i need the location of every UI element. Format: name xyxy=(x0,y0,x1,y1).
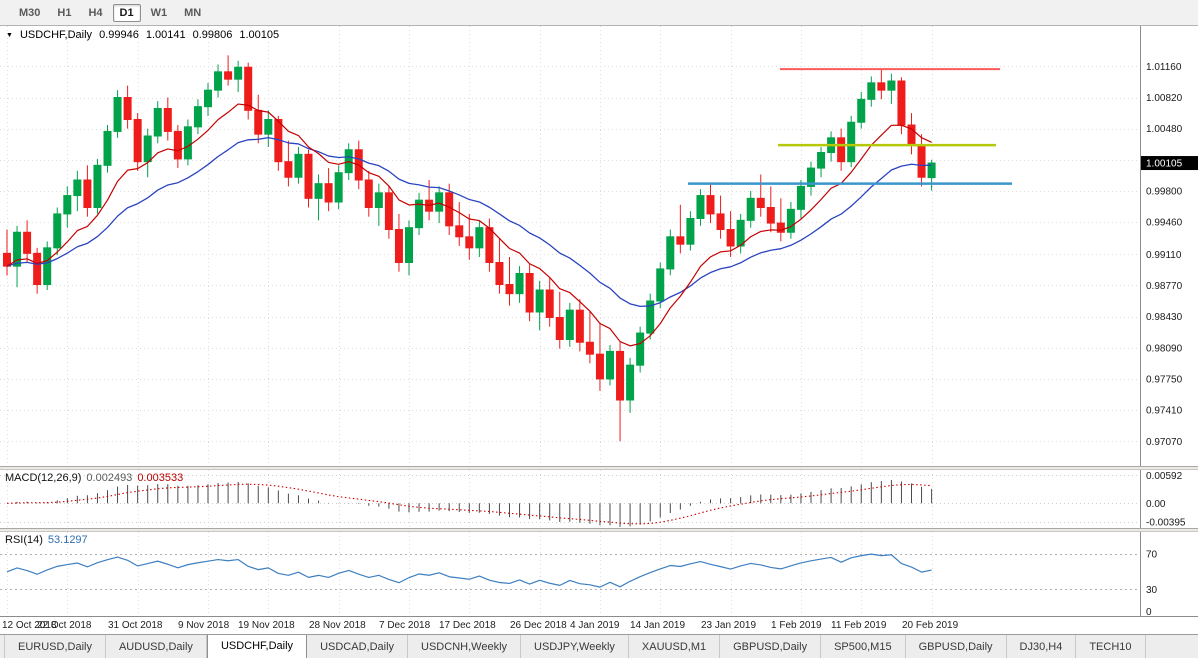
svg-text:0.97070: 0.97070 xyxy=(1146,437,1183,448)
svg-text:0.99460: 0.99460 xyxy=(1146,218,1183,229)
pane-divider[interactable] xyxy=(0,466,1198,470)
svg-text:1.00480: 1.00480 xyxy=(1146,124,1183,135)
svg-text:0.98090: 0.98090 xyxy=(1146,343,1183,354)
timeframe-button-mn[interactable]: MN xyxy=(184,6,202,19)
timeframe-button-h4[interactable]: H4 xyxy=(88,6,103,19)
chart-tab-eurusd-daily[interactable]: EURUSD,Daily xyxy=(4,635,106,658)
svg-text:1.00105: 1.00105 xyxy=(1146,159,1183,170)
timeframe-button-d1[interactable]: D1 xyxy=(112,3,141,22)
svg-text:0.00592: 0.00592 xyxy=(1146,471,1183,482)
chart-tab-usdjpy-weekly[interactable]: USDJPY,Weekly xyxy=(521,635,629,658)
svg-text:0.98430: 0.98430 xyxy=(1146,312,1183,323)
quote-close: 1.00105 xyxy=(239,29,280,41)
time-axis-label: 28 Nov 2018 xyxy=(309,620,366,631)
chart-tab-tech10[interactable]: TECH10 xyxy=(1076,635,1146,658)
svg-text:1.00820: 1.00820 xyxy=(1146,93,1183,104)
timeframe-button-w1[interactable]: W1 xyxy=(150,6,168,19)
macd-main-value: 0.002493 xyxy=(86,472,133,484)
time-axis-label: 14 Jan 2019 xyxy=(630,620,686,631)
candlestick-chart[interactable]: 1.01160 1.00820 1.00480 0.99800 0.99460 0.991… xyxy=(0,26,1198,466)
time-axis-label: 19 Nov 2018 xyxy=(238,620,295,631)
time-axis-label: 12 Oct 2018 xyxy=(2,620,57,631)
quote-high: 1.00141 xyxy=(145,29,186,41)
rsi-label: RSI(14) 53.1297 xyxy=(5,534,88,546)
svg-text:30: 30 xyxy=(1146,585,1158,596)
time-axis-label: 1 Feb 2019 xyxy=(771,620,822,631)
time-axis[interactable]: 12 Oct 2018 22 Oct 2018 31 Oct 2018 9 Nov 2… xyxy=(0,616,1198,634)
quote-bar: ▼ USDCHF,Daily 0.99946 1.00141 0.99806 1… xyxy=(6,29,279,41)
chart-tab-gbpusd-daily[interactable]: GBPUSD,Daily xyxy=(720,635,822,658)
time-axis-label: 7 Dec 2018 xyxy=(379,620,431,631)
rsi-indicator-pane[interactable]: 70 30 0 RSI(14) 53.1297 xyxy=(0,532,1198,616)
time-axis-label: 22 Oct 2018 xyxy=(37,620,92,631)
svg-text:70: 70 xyxy=(1146,550,1158,561)
macd-label: MACD(12,26,9) 0.002493 0.003533 xyxy=(5,472,183,484)
quote-open: 0.99946 xyxy=(99,29,139,41)
time-axis-label: 11 Feb 2019 xyxy=(831,620,887,631)
timeframe-button-h1[interactable]: H1 xyxy=(57,6,72,19)
time-axis-label: 17 Dec 2018 xyxy=(439,620,496,631)
svg-text:0.00: 0.00 xyxy=(1146,499,1166,510)
svg-text:-0.00395: -0.00395 xyxy=(1146,518,1186,528)
chart-tab-usdcad-daily[interactable]: USDCAD,Daily xyxy=(307,635,409,658)
chart-symbol-period: USDCHF,Daily xyxy=(19,29,93,41)
time-axis-label: 31 Oct 2018 xyxy=(108,620,163,631)
svg-text:0.99110: 0.99110 xyxy=(1146,250,1182,261)
chart-tab-gbpusd-daily[interactable]: GBPUSD,Daily xyxy=(906,635,1007,658)
chart-tab-audusd-daily[interactable]: AUDUSD,Daily xyxy=(106,635,207,658)
time-axis-label: 20 Feb 2019 xyxy=(902,620,959,631)
timeframe-button-m30[interactable]: M30 xyxy=(19,6,41,19)
rsi-chart[interactable]: 70 30 0 xyxy=(0,532,1198,616)
time-axis-label: 26 Dec 2018 xyxy=(510,620,567,631)
timeframe-toolbar: M30 H1 H4 D1 W1 MN xyxy=(0,0,1198,26)
macd-indicator-pane[interactable]: 0.00592 0.00 -0.00395 MACD(12,26,9) 0.00249… xyxy=(0,470,1198,528)
svg-text:0.99800: 0.99800 xyxy=(1146,187,1183,198)
macd-name: MACD(12,26,9) xyxy=(5,472,82,484)
chart-menu-icon[interactable]: ▼ xyxy=(6,31,13,39)
chart-tab-usdchf-daily[interactable]: USDCHF,Daily xyxy=(206,635,308,658)
svg-text:0: 0 xyxy=(1146,607,1152,616)
time-axis-label: 23 Jan 2019 xyxy=(701,620,757,631)
time-axis-label: 9 Nov 2018 xyxy=(178,620,230,631)
main-chart-pane[interactable]: 1.01160 1.00820 1.00480 0.99800 0.99460 0.991… xyxy=(0,26,1198,466)
chart-tab-xauusd-m1[interactable]: XAUUSD,M1 xyxy=(629,635,721,658)
svg-text:0.98770: 0.98770 xyxy=(1146,281,1183,292)
quote-low: 0.99806 xyxy=(192,29,233,41)
svg-text:0.97750: 0.97750 xyxy=(1146,374,1183,385)
pane-divider[interactable] xyxy=(0,528,1198,532)
rsi-name: RSI(14) xyxy=(5,534,43,546)
chart-tab-sp500-m15[interactable]: SP500,M15 xyxy=(821,635,906,658)
chart-tab-dj30-h4[interactable]: DJ30,H4 xyxy=(1007,635,1077,658)
rsi-value: 53.1297 xyxy=(47,534,88,546)
chart-tabs-bar: EURUSD,Daily AUDUSD,Daily USDCHF,Daily USDC… xyxy=(0,634,1198,658)
macd-chart[interactable]: 0.00592 0.00 -0.00395 xyxy=(0,470,1198,528)
time-axis-label: 4 Jan 2019 xyxy=(570,620,620,631)
chart-tab-usdcnh-weekly[interactable]: USDCNH,Weekly xyxy=(408,635,522,658)
svg-text:0.97410: 0.97410 xyxy=(1146,406,1183,417)
macd-signal-value: 0.003533 xyxy=(137,472,184,484)
svg-text:1.01160: 1.01160 xyxy=(1146,62,1182,73)
